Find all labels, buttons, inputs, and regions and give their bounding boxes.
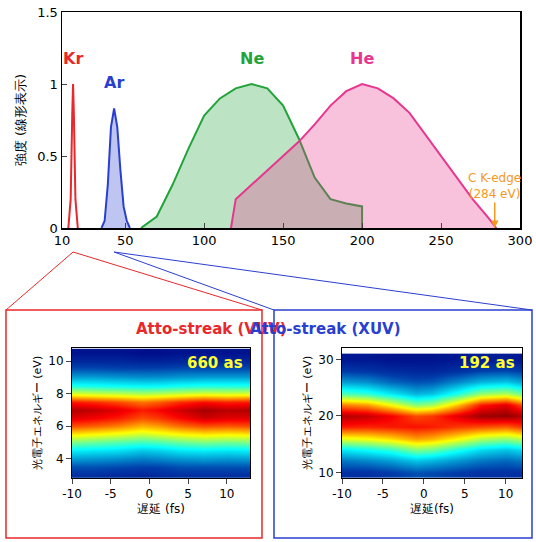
svg-text:0.5: 0.5: [37, 149, 58, 164]
svg-text:5: 5: [461, 487, 469, 501]
svg-text:He: He: [350, 49, 374, 68]
svg-text:30: 30: [318, 353, 333, 367]
svg-text:50: 50: [117, 233, 134, 248]
svg-text:200: 200: [350, 233, 375, 248]
svg-text:8: 8: [56, 387, 64, 401]
svg-text:10: 10: [219, 487, 234, 501]
svg-text:6: 6: [56, 419, 64, 433]
svg-text:-10: -10: [62, 487, 82, 501]
svg-text:100: 100: [192, 233, 217, 248]
svg-text:10: 10: [48, 354, 63, 368]
svg-text:10: 10: [318, 466, 333, 480]
svg-text:Ar: Ar: [104, 73, 124, 92]
svg-text:300: 300: [508, 233, 533, 248]
svg-text:20: 20: [318, 409, 333, 423]
svg-text:-10: -10: [332, 487, 352, 501]
svg-text:660 as: 660 as: [187, 354, 243, 372]
svg-text:光電子エネルギー (eV): 光電子エネルギー (eV): [31, 356, 44, 470]
svg-text:Ne: Ne: [240, 49, 264, 68]
svg-text:Atto-streak (XUV): Atto-streak (XUV): [250, 320, 401, 338]
svg-text:Kr: Kr: [63, 49, 83, 68]
svg-text:192 as: 192 as: [459, 354, 515, 372]
svg-text:10: 10: [54, 233, 71, 248]
svg-text:0: 0: [420, 487, 428, 501]
svg-text:5: 5: [184, 487, 192, 501]
svg-text:1.5: 1.5: [37, 5, 58, 20]
svg-text:遅延(fs): 遅延(fs): [410, 502, 454, 516]
svg-text:150: 150: [271, 233, 296, 248]
svg-text:0: 0: [146, 487, 154, 501]
svg-text:-5: -5: [377, 487, 389, 501]
svg-text:250: 250: [429, 233, 454, 248]
svg-text:C K-edge(284 eV): C K-edge(284 eV): [468, 171, 521, 201]
svg-text:1: 1: [50, 77, 58, 92]
svg-text:-5: -5: [105, 487, 117, 501]
svg-text:4: 4: [56, 452, 64, 466]
svg-text:Atto-streak (VUV): Atto-streak (VUV): [136, 320, 287, 338]
svg-text:0: 0: [50, 221, 58, 236]
svg-text:10: 10: [498, 487, 513, 501]
svg-text:強度 (線形表示): 強度 (線形表示): [13, 74, 28, 166]
svg-text:遅延 (fs): 遅延 (fs): [137, 502, 185, 516]
svg-text:光電子エネルギー (eV): 光電子エネルギー (eV): [301, 356, 314, 470]
